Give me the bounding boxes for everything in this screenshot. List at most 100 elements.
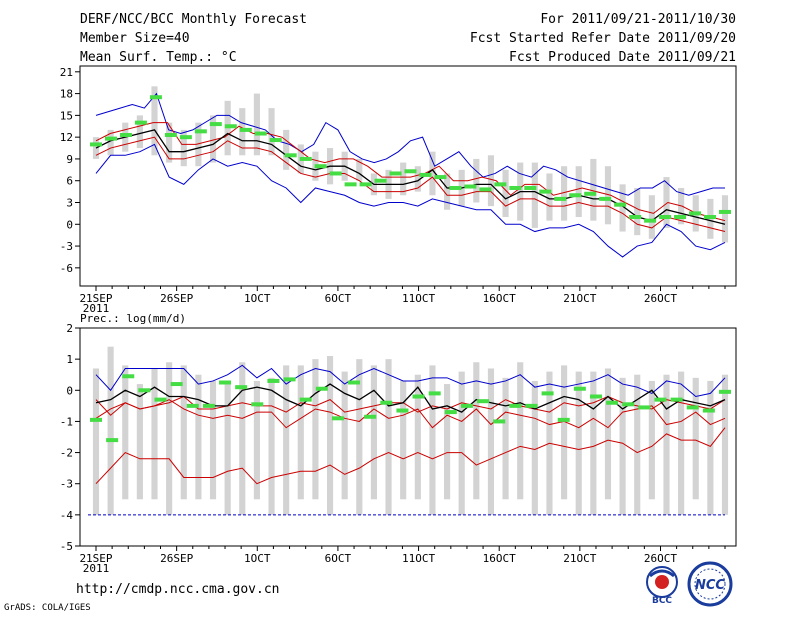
obs-marker: [164, 132, 177, 137]
obs-marker: [719, 389, 731, 394]
y-tick-label: 21: [60, 66, 73, 79]
spread-bar: [239, 362, 246, 515]
obs-marker: [525, 403, 538, 408]
obs-marker: [235, 385, 248, 390]
spread-bar: [122, 365, 129, 500]
spread-bar: [590, 158, 597, 221]
obs-marker: [428, 391, 441, 396]
spread-bar: [590, 371, 597, 515]
obs-marker: [90, 417, 102, 422]
obs-marker: [689, 211, 702, 216]
spread-bar: [297, 365, 304, 500]
obs-marker: [670, 397, 683, 402]
obs-marker: [134, 120, 147, 125]
obs-marker: [404, 169, 417, 174]
spread-bar: [370, 365, 378, 500]
obs-marker: [283, 377, 296, 382]
obs-marker: [389, 171, 402, 176]
spread-bar: [648, 195, 655, 239]
obs-marker: [202, 403, 215, 408]
series-line-ensemble-mean: [95, 383, 726, 413]
spread-bar: [473, 158, 480, 203]
obs-marker: [524, 185, 537, 190]
obs-marker: [314, 164, 327, 169]
obs-marker: [614, 202, 627, 207]
series-line-upper: [95, 395, 726, 416]
x-tick-label: 16OCT: [483, 552, 516, 565]
y-tick-label: 6: [66, 175, 73, 188]
series-line-lower2: [95, 427, 726, 485]
obs-marker: [138, 388, 151, 393]
spread-bar: [561, 365, 568, 500]
ncc-logo-text: NCC: [695, 578, 725, 593]
obs-marker: [477, 399, 490, 404]
obs-marker: [629, 215, 642, 220]
member-size-label: Member Size=40: [80, 31, 190, 46]
forecast-produced-label: Fcst Produced Date 2011/09/21: [509, 50, 736, 65]
obs-marker: [299, 156, 312, 161]
year-label: 2011: [83, 562, 110, 575]
spread-bar: [502, 377, 509, 500]
spread-bar: [429, 151, 436, 196]
obs-marker: [374, 178, 387, 183]
y-tick-label: 3: [66, 197, 73, 210]
obs-marker: [449, 185, 462, 190]
spread-bar: [678, 371, 685, 515]
y-tick-label: 1: [66, 353, 73, 366]
spread-bar: [458, 371, 465, 515]
spread-bar: [429, 365, 436, 515]
spread-bar: [312, 359, 319, 500]
series-line-max: [95, 364, 726, 398]
spread-bar: [356, 158, 363, 181]
obs-marker: [359, 182, 372, 187]
obs-marker: [106, 438, 119, 443]
obs-marker: [315, 386, 328, 391]
x-tick-label: 11OCT: [402, 292, 435, 305]
spread-bar: [531, 162, 538, 228]
spread-bar: [166, 362, 173, 515]
spread-bar: [268, 108, 275, 156]
spread-bar: [443, 173, 451, 210]
obs-marker: [686, 405, 699, 410]
x-tick-label: 6OCT: [325, 552, 352, 565]
spread-bar: [151, 86, 158, 156]
y-tick-label: 15: [60, 109, 73, 122]
obs-marker: [674, 215, 687, 220]
grads-credit: GrADS: COLA/IGES: [4, 603, 91, 613]
spread-bar: [663, 374, 670, 515]
spread-bar: [561, 166, 568, 221]
obs-marker: [179, 135, 192, 140]
series-line-upper: [95, 122, 726, 222]
source-url[interactable]: http://cmdp.ncc.cma.gov.cn: [76, 582, 280, 597]
spread-bar: [663, 177, 670, 228]
obs-marker: [90, 142, 102, 147]
spread-bar: [619, 377, 626, 515]
obs-marker: [154, 397, 167, 402]
plot-frame: [79, 65, 737, 287]
series-line-lower: [95, 136, 726, 233]
obs-marker: [122, 374, 135, 379]
obs-marker: [589, 394, 602, 399]
obs-marker: [344, 182, 357, 187]
spread-bar: [356, 359, 363, 515]
spread-bar: [648, 380, 655, 500]
obs-marker: [460, 403, 473, 408]
obs-marker: [104, 136, 117, 141]
obs-marker: [194, 129, 207, 134]
obs-marker: [254, 131, 267, 136]
obs-marker: [299, 397, 312, 402]
spread-bar: [136, 115, 143, 149]
spread-bar: [604, 166, 612, 225]
spread-bar: [253, 93, 260, 156]
obs-marker: [331, 416, 344, 421]
obs-marker: [638, 405, 651, 410]
obs-marker: [419, 172, 432, 177]
obs-marker: [224, 124, 237, 129]
spread-bar: [487, 368, 495, 515]
bcc-logo-text: BCC: [652, 596, 672, 606]
spread-bar: [341, 371, 348, 500]
variable-label: Mean Surf. Temp.: °C: [80, 50, 237, 65]
obs-marker: [584, 191, 597, 196]
